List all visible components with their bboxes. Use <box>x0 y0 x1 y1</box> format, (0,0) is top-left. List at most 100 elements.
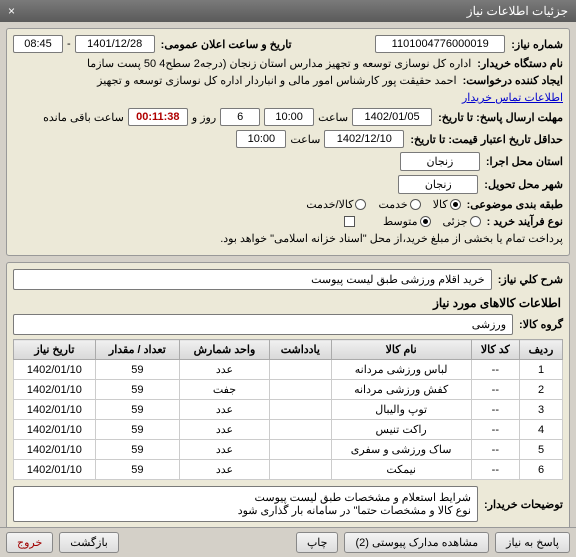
table-cell: عدد <box>179 360 269 380</box>
table-cell <box>270 420 332 440</box>
table-cell: لباس ورزشی مردانه <box>331 360 471 380</box>
table-cell: 1402/01/10 <box>14 440 96 460</box>
pay-checkbox[interactable] <box>344 216 355 227</box>
process-label: نوع فرآیند خرید : <box>487 215 563 228</box>
group-value: ورزشی <box>13 314 513 335</box>
description-panel: شرح كلي نياز: خرید اقلام ورزشی طبق لیست … <box>6 262 570 533</box>
table-cell: 5 <box>520 440 563 460</box>
table-cell: -- <box>471 400 519 420</box>
window-titlebar: جزئیات اطلاعات نیاز × <box>0 0 576 22</box>
table-cell: 59 <box>95 460 179 480</box>
table-cell: عدد <box>179 400 269 420</box>
table-row[interactable]: 2--کفش ورزشی مردانهجفت591402/01/10 <box>14 380 563 400</box>
table-cell: جفت <box>179 380 269 400</box>
table-col-header: تعداد / مقدار <box>95 340 179 360</box>
table-cell: عدد <box>179 440 269 460</box>
contact-link[interactable]: اطلاعات تماس خریدار <box>462 91 563 104</box>
proc-small-radio[interactable]: جزئی <box>443 215 481 228</box>
table-row[interactable]: 4--راکت تنیسعدد591402/01/10 <box>14 420 563 440</box>
header-panel: شماره نیاز: 1101004776000019 تاریخ و ساع… <box>6 28 570 256</box>
notes-label: توضیحات خریدار: <box>484 498 563 511</box>
table-col-header: نام کالا <box>331 340 471 360</box>
table-cell <box>270 380 332 400</box>
price-valid-label: حداقل تاریخ اعتبار قیمت: تا تاریخ: <box>410 133 563 146</box>
buyer-org-label: نام دستگاه خریدار: <box>477 57 563 70</box>
notes-line1: شرایط استعلام و مشخصات طبق لیست پیوست <box>20 491 471 504</box>
deadline-time: 10:00 <box>264 108 314 126</box>
table-cell: 6 <box>520 460 563 480</box>
radio-icon <box>355 199 366 210</box>
table-col-header: یادداشت <box>270 340 332 360</box>
table-cell: 59 <box>95 380 179 400</box>
table-cell: ساک ورزشی و سفری <box>331 440 471 460</box>
radio-icon <box>450 199 461 210</box>
deadline-label: مهلت ارسال پاسخ: تا تاریخ: <box>438 111 563 124</box>
table-cell: 1402/01/10 <box>14 360 96 380</box>
table-cell: -- <box>471 380 519 400</box>
public-date: 1401/12/28 <box>75 35 155 53</box>
time-word-2: ساعت <box>290 133 320 146</box>
table-cell: 1402/01/10 <box>14 420 96 440</box>
reply-button[interactable]: پاسخ به نیاز <box>495 532 570 553</box>
table-row[interactable]: 6--نیمکتعدد591402/01/10 <box>14 460 563 480</box>
requester-label: ایجاد کننده درخواست: <box>463 74 563 87</box>
table-cell: -- <box>471 460 519 480</box>
group-label: گروه کالا: <box>519 318 563 331</box>
table-body: 1--لباس ورزشی مردانهعدد591402/01/102--کف… <box>14 360 563 480</box>
back-button[interactable]: بازگشت <box>59 532 119 553</box>
table-cell: 59 <box>95 440 179 460</box>
desc-title-value: خرید اقلام ورزشی طبق لیست پیوست <box>13 269 492 290</box>
cat-both-radio[interactable]: کالا/خدمت <box>306 198 366 211</box>
proc-small-label: جزئی <box>443 215 468 228</box>
day-word: روز و <box>192 111 216 124</box>
table-cell <box>270 400 332 420</box>
table-col-header: تاریخ نیاز <box>14 340 96 360</box>
requester-value: احمد حقیقت پور کارشناس امور مالی و انبار… <box>97 74 456 87</box>
table-cell: 1 <box>520 360 563 380</box>
exec-province-label: استان محل اجرا: <box>486 155 563 168</box>
table-cell <box>270 460 332 480</box>
buyer-org-value: اداره کل نوسازی توسعه و تجهیز مدارس استا… <box>87 57 471 70</box>
bottom-toolbar: پاسخ به نیاز مشاهده مدارک پیوستی (2) چاپ… <box>0 527 576 557</box>
goods-section-title: اطلاعات کالاهای مورد نیاز <box>13 296 561 310</box>
cat-service-radio[interactable]: خدمت <box>378 198 420 211</box>
exec-province-value: زنجان <box>400 152 480 171</box>
table-cell: 59 <box>95 360 179 380</box>
desc-title-label: شرح كلي نياز: <box>498 273 563 286</box>
window-title: جزئیات اطلاعات نیاز <box>467 4 568 18</box>
public-dt-label: تاریخ و ساعت اعلان عمومی: <box>161 38 292 51</box>
need-no-label: شماره نیاز: <box>511 38 563 51</box>
public-time: 08:45 <box>13 35 63 53</box>
need-no-value: 1101004776000019 <box>375 35 505 53</box>
print-button[interactable]: چاپ <box>296 532 339 553</box>
close-icon[interactable]: × <box>8 4 15 18</box>
cat-goods-label: کالا <box>433 198 448 211</box>
table-cell: 1402/01/10 <box>14 460 96 480</box>
table-cell: 2 <box>520 380 563 400</box>
table-cell: 1402/01/10 <box>14 400 96 420</box>
proc-medium-label: متوسط <box>383 215 418 228</box>
exit-button[interactable]: خروج <box>6 532 53 553</box>
deliver-city-label: شهر محل تحویل: <box>484 178 563 191</box>
price-valid-time: 10:00 <box>236 130 286 148</box>
cat-both-label: کالا/خدمت <box>306 198 353 211</box>
deliver-city-value: زنجان <box>398 175 478 194</box>
table-cell: -- <box>471 440 519 460</box>
cat-goods-radio[interactable]: کالا <box>433 198 461 211</box>
table-cell: -- <box>471 420 519 440</box>
table-col-header: کد کالا <box>471 340 519 360</box>
table-row[interactable]: 5--ساک ورزشی و سفری عدد591402/01/10 <box>14 440 563 460</box>
remain-label: ساعت باقی مانده <box>43 111 124 124</box>
proc-medium-radio[interactable]: متوسط <box>383 215 431 228</box>
attachments-button[interactable]: مشاهده مدارک پیوستی (2) <box>344 532 489 553</box>
table-cell: نیمکت <box>331 460 471 480</box>
subject-cat-label: طبقه بندی موضوعی: <box>467 198 563 211</box>
table-cell: توپ والیبال <box>331 400 471 420</box>
table-row[interactable]: 3--توپ والیبالعدد591402/01/10 <box>14 400 563 420</box>
table-cell <box>270 360 332 380</box>
table-row[interactable]: 1--لباس ورزشی مردانهعدد591402/01/10 <box>14 360 563 380</box>
table-cell: 4 <box>520 420 563 440</box>
radio-icon <box>420 216 431 227</box>
notes-line2: نوع کالا و مشخصات حتما" در سامانه بار گذ… <box>20 504 471 517</box>
table-cell <box>270 440 332 460</box>
